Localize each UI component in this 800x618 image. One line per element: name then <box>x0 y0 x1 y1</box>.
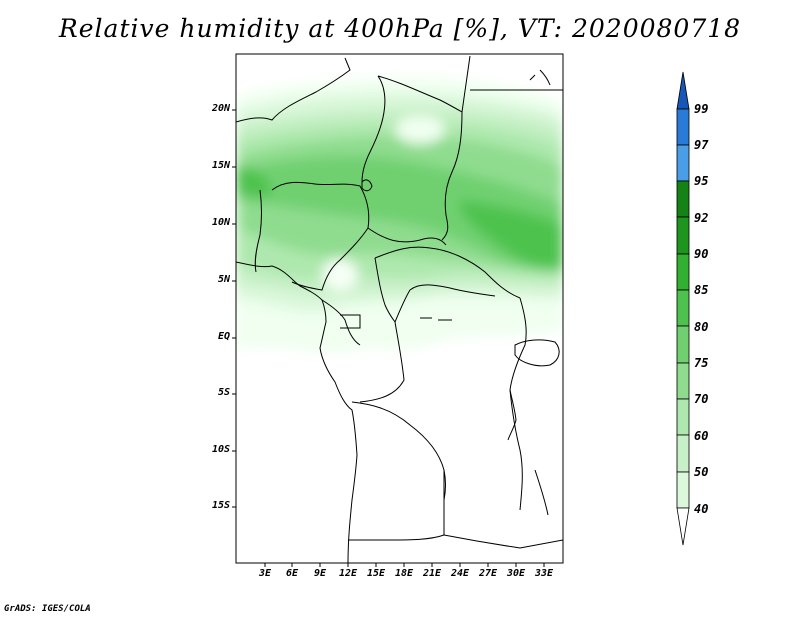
humidity-dry-pocket-2 <box>322 259 358 291</box>
lon-label: 27E <box>478 568 498 579</box>
colorbar-label: 99 <box>694 102 709 116</box>
colorbar-bin-95-97 <box>676 144 690 182</box>
lon-label: 6E <box>285 568 299 579</box>
colorbar-label: 60 <box>694 429 709 443</box>
coastline-gulf-of-guinea <box>236 261 358 563</box>
lat-label: 15N <box>211 160 230 171</box>
lon-label: 12E <box>338 568 358 579</box>
colorbar-label: 97 <box>694 138 709 152</box>
colorbar-bottom-arrow <box>676 507 690 546</box>
border-cameroon-car <box>374 257 396 323</box>
border-drc-west <box>359 321 405 403</box>
colorbar-bin-97-99 <box>676 108 690 146</box>
lake-chad <box>361 179 373 192</box>
border-zambia-south <box>443 534 563 549</box>
humidity-dry-pocket <box>395 116 445 144</box>
lat-label: 10N <box>211 217 230 228</box>
colorbar-label: 70 <box>694 392 709 406</box>
colorbar-label: 90 <box>694 247 709 261</box>
lat-label: 20N <box>211 103 230 114</box>
colorbar-bin-75-80 <box>676 325 690 364</box>
border-chad-libya <box>377 55 471 113</box>
lon-label: 3E <box>258 568 272 579</box>
lat-label: 10S <box>211 444 230 455</box>
lon-label: 21E <box>422 568 442 579</box>
border-misc-2 <box>420 317 452 321</box>
lat-label: 5N <box>217 274 230 285</box>
lon-ticks <box>264 563 545 567</box>
colorbar-bin-90-92 <box>676 216 690 255</box>
border-niger-chad <box>361 75 386 183</box>
border-misc-1 <box>340 314 361 329</box>
colorbar-top-arrow <box>676 71 690 110</box>
colorbar-bin-85-90 <box>676 253 690 291</box>
colorbar-label: 75 <box>694 356 709 370</box>
colorbar-bin-70-75 <box>676 362 690 400</box>
map-frame <box>235 53 564 564</box>
border-car-south <box>374 246 521 299</box>
border-lake-tanganyika <box>507 389 517 441</box>
border-gabon <box>321 299 361 346</box>
lon-label: 30E <box>506 568 526 579</box>
colorbar-label: 95 <box>694 174 709 188</box>
country-borders <box>236 55 563 563</box>
colorbar-bin-80-85 <box>676 289 690 327</box>
border-chad-car <box>367 227 447 246</box>
lat-label: 5S <box>217 387 230 398</box>
coastline-east <box>529 69 551 86</box>
colorbar-label: 50 <box>694 465 709 479</box>
colorbar <box>676 71 690 546</box>
border-angola-zambia <box>348 470 445 541</box>
colorbar-label: 80 <box>694 320 709 334</box>
border-lake-malawi <box>534 469 549 516</box>
software-credit: GrADS: IGES/COLA <box>4 604 91 614</box>
colorbar-bin-92-95 <box>676 180 690 218</box>
border-lake-victoria <box>514 339 560 367</box>
humidity-area-85 <box>460 200 563 269</box>
lon-label: 24E <box>450 568 470 579</box>
colorbar-label: 85 <box>694 283 709 297</box>
colorbar-bin-60-70 <box>676 398 690 436</box>
lon-label: 15E <box>366 568 386 579</box>
border-angola-north <box>351 401 446 501</box>
border-west-small <box>254 189 262 273</box>
lat-ticks <box>232 109 236 508</box>
humidity-area-85b <box>236 165 271 198</box>
border-congo-drc <box>394 284 496 323</box>
lon-label: 33E <box>534 568 554 579</box>
lat-label: EQ <box>217 331 230 342</box>
lon-label: 18E <box>394 568 414 579</box>
border-mali-niger <box>236 57 351 123</box>
border-chad-sudan <box>441 111 463 241</box>
humidity-shading <box>236 77 563 353</box>
chart-title: Relative humidity at 400hPa [%], VT: 202… <box>58 14 742 43</box>
colorbar-label: 40 <box>694 502 709 516</box>
colorbar-label: 92 <box>694 211 709 225</box>
lon-label: 9E <box>313 568 327 579</box>
colorbar-bin-50-60 <box>676 434 690 473</box>
lat-label: 15S <box>211 500 230 511</box>
colorbar-bin-40-50 <box>676 471 690 509</box>
